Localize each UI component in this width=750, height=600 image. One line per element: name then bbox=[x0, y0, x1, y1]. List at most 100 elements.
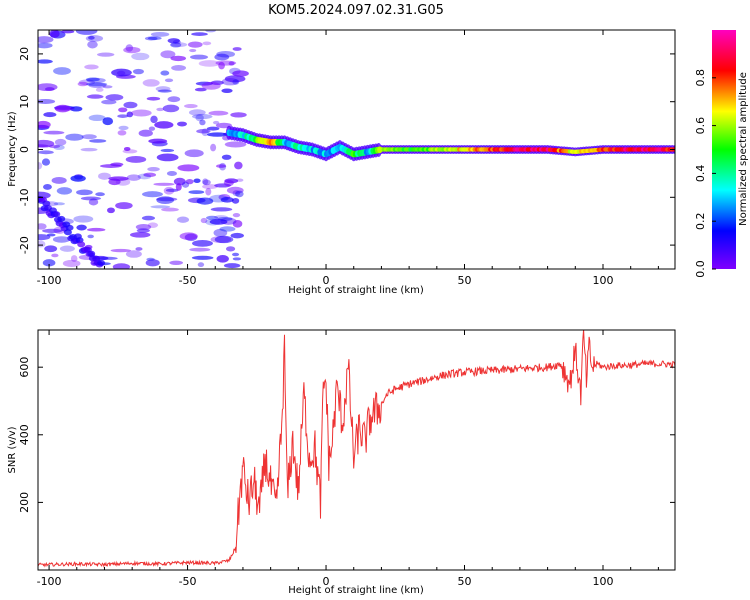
spectrogram-noise-blob bbox=[216, 164, 227, 168]
spectrogram-noise-blob bbox=[184, 149, 204, 158]
spectrogram-noise-blob bbox=[141, 215, 155, 221]
spectrogram-noise-blob bbox=[206, 126, 220, 131]
spectrogram-noise-blob bbox=[125, 250, 142, 258]
spectrogram-noise-blob bbox=[75, 30, 98, 35]
spectrogram-noise-blob bbox=[48, 144, 61, 149]
spectrogram-noise-blob bbox=[223, 179, 234, 187]
spectrogram-noise-blob bbox=[137, 173, 152, 180]
spectrogram-noise-blob bbox=[212, 120, 220, 125]
spectrogram-noise-blob bbox=[54, 106, 75, 112]
spectrogram-noise-blob bbox=[161, 207, 179, 212]
spectrogram-noise-blob bbox=[77, 241, 86, 248]
spectrogram-noise-blob bbox=[147, 36, 162, 41]
spectrogram-noise-blob bbox=[179, 232, 198, 240]
snr-y-label: SNR (v/v) bbox=[7, 426, 18, 473]
spectrogram-noise-blob bbox=[123, 101, 138, 109]
spectrogram-noise-blob bbox=[123, 46, 141, 54]
spectrogram-noise-blob bbox=[135, 224, 152, 231]
spectrogram-noise-blob bbox=[216, 50, 236, 58]
spectrogram-noise-blob bbox=[38, 42, 53, 49]
spectrogram-noise-blob bbox=[232, 47, 242, 51]
spectrogram-noise-blob bbox=[226, 186, 244, 194]
spectrogram-noise-blob bbox=[210, 80, 224, 86]
spectrogram-noise-blob bbox=[177, 121, 188, 127]
spectrogram-noise-blob bbox=[143, 172, 157, 178]
spectrogram-noise-blob bbox=[172, 39, 181, 45]
spectrogram-noise-blob bbox=[70, 255, 78, 262]
snr-x-tick-label: 100 bbox=[592, 575, 613, 588]
spectrogram-noise-blob bbox=[153, 182, 175, 186]
spectrogram-noise-blob bbox=[86, 77, 106, 83]
spectrogram-noise-blob bbox=[54, 138, 67, 146]
snr-x-tick-label: 50 bbox=[458, 575, 472, 588]
spectrogram-noise-blob bbox=[81, 134, 97, 140]
spectrogram-noise-blob bbox=[157, 89, 172, 93]
spectrogram-noise-blob bbox=[102, 85, 113, 89]
spectrogram-noise-blob bbox=[213, 228, 228, 237]
spectrogram-noise-blob bbox=[191, 239, 213, 247]
spectrogram-noise-blob bbox=[232, 79, 240, 85]
spectrogram-noise-blob bbox=[118, 107, 128, 113]
spectrogram-noise-blob bbox=[52, 211, 61, 218]
snr-x-tick-label: -100 bbox=[37, 575, 62, 588]
spectrogram-noise-blob bbox=[148, 138, 168, 144]
spectrogram-noise-blob bbox=[99, 164, 122, 168]
spectrogram-noise-blob bbox=[164, 78, 174, 83]
spectrogram-noise-blob bbox=[230, 112, 247, 118]
spectrogram-noise-blob bbox=[225, 246, 236, 252]
spectrogram-noise-blobs bbox=[38, 30, 249, 269]
spectrogram-noise-blob bbox=[80, 147, 98, 152]
colorbar: 0.0 0.2 0.4 0.6 0.8 Normalized spectral ampl… bbox=[694, 30, 749, 278]
spectrogram-noise-blob bbox=[170, 55, 187, 62]
spectrogram-noise-blob bbox=[210, 207, 233, 212]
spectrogram-noise-blob bbox=[110, 248, 131, 253]
spectrogram-noise-blob bbox=[117, 114, 129, 118]
spectrogram-noise-blob bbox=[156, 196, 175, 205]
spectrogram-noise-blob bbox=[232, 212, 241, 218]
spectrogram-noise-blob bbox=[52, 236, 71, 243]
spectrogram-noise-blob bbox=[210, 143, 217, 152]
spectrogram-noise-blob bbox=[85, 77, 100, 82]
spectrogram-noise-blob bbox=[49, 30, 60, 38]
snr-panel: -100 -50 0 50 100 200 400 600 Height of straig… bbox=[7, 329, 676, 596]
spectrogram-noise-blob bbox=[197, 262, 205, 268]
spectrogram-noise-blob bbox=[191, 255, 214, 260]
spectrogram-x-tick-label: 50 bbox=[458, 274, 472, 287]
spectrogram-noise-blob bbox=[44, 245, 58, 253]
spectrogram-noise-blob bbox=[214, 235, 234, 244]
snr-y-tick-label: 200 bbox=[18, 492, 31, 513]
snr-y-tick-label: 400 bbox=[18, 424, 31, 445]
spectrogram-noise-blob bbox=[142, 79, 160, 87]
spectrogram-noise-blob bbox=[145, 259, 160, 267]
spectrogram-noise-blob bbox=[184, 104, 198, 109]
spectrogram-noise-blob bbox=[209, 218, 228, 225]
spectrogram-noise-blob bbox=[219, 226, 236, 232]
spectrogram-noise-blob bbox=[38, 144, 49, 148]
spectrogram-noise-blob bbox=[86, 82, 108, 87]
spectrogram-noise-blob bbox=[185, 179, 194, 185]
spectrogram-noise-blob bbox=[88, 35, 95, 40]
spectrogram-noise-blob bbox=[62, 259, 81, 268]
spectrogram-noise-blob bbox=[97, 260, 106, 267]
spectrogram-noise-blob bbox=[191, 32, 208, 36]
spectrogram-noise-blob bbox=[105, 94, 124, 101]
spectrogram-noise-blob bbox=[51, 176, 67, 184]
spectrogram-noise-blob bbox=[228, 61, 235, 66]
spectrogram-noise-blob bbox=[177, 164, 200, 172]
spectrogram-noise-blob bbox=[102, 117, 114, 126]
colorbar-tick-label: 0.0 bbox=[694, 260, 707, 278]
spectrogram-noise-blob bbox=[156, 153, 179, 162]
snr-frame bbox=[37, 329, 676, 571]
colorbar-tick-label: 0.4 bbox=[694, 165, 707, 183]
spectrogram-noise-blob bbox=[132, 68, 145, 75]
spectrogram-noise-blob bbox=[187, 41, 203, 48]
colorbar-tick-label: 0.6 bbox=[694, 117, 707, 135]
spectrogram-noise-blob bbox=[147, 222, 159, 228]
spectrogram-noise-blob bbox=[170, 42, 188, 48]
spectrogram-y-tick-label: -20 bbox=[18, 236, 31, 254]
spectrogram-noise-blob bbox=[147, 167, 160, 172]
spectrogram-y-tick-label: 20 bbox=[18, 47, 31, 61]
spectrogram-noise-blob bbox=[53, 202, 65, 206]
spectrogram-noise-blob bbox=[84, 64, 99, 70]
